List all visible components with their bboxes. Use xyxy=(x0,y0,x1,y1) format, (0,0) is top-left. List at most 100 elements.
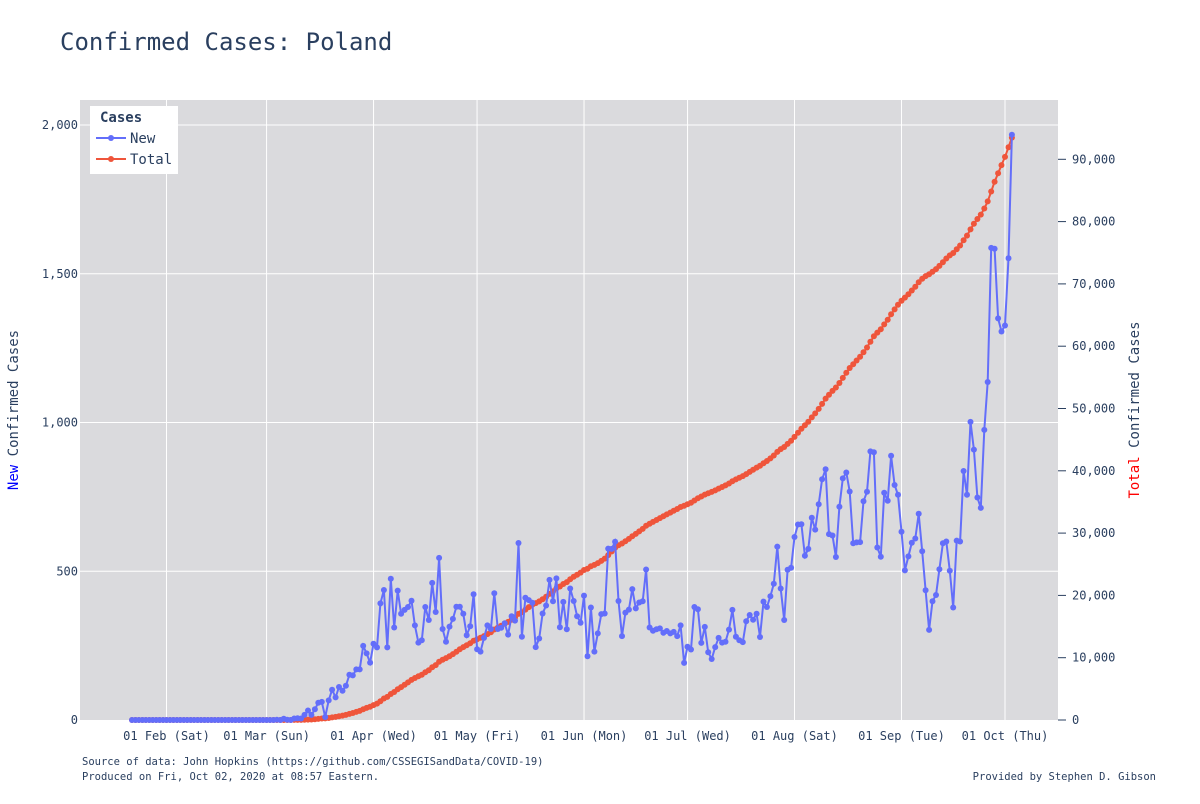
data-point-new[interactable] xyxy=(974,494,981,501)
data-point-new[interactable] xyxy=(443,638,449,645)
data-point-total[interactable] xyxy=(974,216,981,222)
data-point-total[interactable] xyxy=(860,349,867,356)
data-point-new[interactable] xyxy=(432,609,439,615)
data-point-new[interactable] xyxy=(998,328,1005,335)
data-point-new[interactable] xyxy=(318,698,325,705)
data-point-new[interactable] xyxy=(308,711,315,718)
data-point-new[interactable] xyxy=(698,639,705,646)
data-point-new[interactable] xyxy=(301,711,308,718)
data-point-new[interactable] xyxy=(877,553,884,560)
data-point-new[interactable] xyxy=(563,626,570,633)
data-point-new[interactable] xyxy=(556,624,563,631)
data-point-new[interactable] xyxy=(629,586,636,593)
data-point-new[interactable] xyxy=(543,602,550,609)
data-point-new[interactable] xyxy=(470,591,477,598)
data-point-new[interactable] xyxy=(995,315,1002,322)
data-point-total[interactable] xyxy=(867,338,874,345)
data-point-new[interactable] xyxy=(967,418,974,425)
data-point-new[interactable] xyxy=(815,501,822,508)
data-point-new[interactable] xyxy=(774,543,781,550)
data-point-new[interactable] xyxy=(832,554,839,560)
data-point-new[interactable] xyxy=(705,649,712,656)
data-point-new[interactable] xyxy=(601,610,608,617)
data-point-new[interactable] xyxy=(391,624,398,631)
data-point-new[interactable] xyxy=(363,650,370,657)
data-point-new[interactable] xyxy=(518,633,525,640)
data-point-new[interactable] xyxy=(577,619,584,626)
data-point-total[interactable] xyxy=(808,414,815,421)
data-point-new[interactable] xyxy=(463,632,470,639)
data-point-new[interactable] xyxy=(311,706,318,713)
data-point-new[interactable] xyxy=(491,590,498,597)
data-point-new[interactable] xyxy=(898,528,905,535)
data-point-new[interactable] xyxy=(763,604,770,610)
data-point-new[interactable] xyxy=(681,659,688,666)
data-point-new[interactable] xyxy=(411,622,418,629)
data-point-new[interactable] xyxy=(688,646,694,653)
data-point-total[interactable] xyxy=(981,205,988,212)
data-point-new[interactable] xyxy=(305,707,311,714)
data-point-new[interactable] xyxy=(726,626,732,633)
data-point-total[interactable] xyxy=(967,226,974,233)
data-point-new[interactable] xyxy=(677,622,684,629)
data-point-new[interactable] xyxy=(329,686,336,693)
data-point-new[interactable] xyxy=(729,606,736,613)
data-point-new[interactable] xyxy=(467,623,474,630)
data-point-new[interactable] xyxy=(743,618,750,625)
data-point-new[interactable] xyxy=(753,610,760,617)
data-point-new[interactable] xyxy=(1008,131,1015,138)
data-point-total[interactable] xyxy=(884,316,891,323)
data-point-new[interactable] xyxy=(501,620,508,627)
data-point-new[interactable] xyxy=(1002,322,1008,329)
data-point-new[interactable] xyxy=(456,603,463,610)
data-point-total[interactable] xyxy=(843,369,850,376)
data-point-new[interactable] xyxy=(881,489,888,496)
data-point-total[interactable] xyxy=(888,311,895,318)
data-point-new[interactable] xyxy=(446,623,453,630)
data-point-new[interactable] xyxy=(342,682,349,689)
data-point-new[interactable] xyxy=(387,575,394,582)
data-point-new[interactable] xyxy=(581,592,587,599)
data-point-new[interactable] xyxy=(812,526,819,533)
data-point-new[interactable] xyxy=(508,613,515,620)
data-point-new[interactable] xyxy=(895,491,901,498)
data-point-new[interactable] xyxy=(339,687,346,694)
data-point-new[interactable] xyxy=(505,631,512,638)
data-point-new[interactable] xyxy=(788,564,795,571)
data-point-new[interactable] xyxy=(332,694,339,701)
data-point-total[interactable] xyxy=(805,418,812,425)
data-point-new[interactable] xyxy=(349,672,356,679)
data-point-new[interactable] xyxy=(587,604,594,611)
data-point-new[interactable] xyxy=(750,616,757,623)
data-point-new[interactable] xyxy=(429,579,436,586)
data-point-new[interactable] xyxy=(615,598,622,604)
data-point-new[interactable] xyxy=(487,626,494,632)
data-point-new[interactable] xyxy=(926,626,933,633)
data-point-new[interactable] xyxy=(857,539,864,546)
data-point-total[interactable] xyxy=(857,353,864,360)
data-point-new[interactable] xyxy=(360,642,367,649)
data-point-new[interactable] xyxy=(905,553,912,560)
data-point-new[interactable] xyxy=(612,538,619,545)
data-point-new[interactable] xyxy=(943,538,950,545)
data-point-new[interactable] xyxy=(950,604,957,611)
data-point-new[interactable] xyxy=(553,575,560,582)
data-point-new[interactable] xyxy=(767,593,774,600)
data-point-new[interactable] xyxy=(532,644,539,651)
legend-item-new[interactable]: New xyxy=(96,131,156,147)
data-point-total[interactable] xyxy=(984,198,991,205)
data-point-new[interactable] xyxy=(477,648,484,655)
data-point-new[interactable] xyxy=(574,613,581,620)
data-point-new[interactable] xyxy=(912,535,919,542)
data-point-new[interactable] xyxy=(712,644,719,651)
data-point-new[interactable] xyxy=(798,521,805,528)
data-point-new[interactable] xyxy=(960,468,967,474)
data-point-new[interactable] xyxy=(843,469,850,476)
data-point-new[interactable] xyxy=(380,587,387,593)
data-point-new[interactable] xyxy=(405,604,411,610)
data-point-new[interactable] xyxy=(839,475,846,482)
data-point-new[interactable] xyxy=(819,476,826,483)
legend[interactable]: Cases New Total xyxy=(90,106,178,174)
data-point-total[interactable] xyxy=(960,237,967,244)
data-point-new[interactable] xyxy=(808,514,815,521)
